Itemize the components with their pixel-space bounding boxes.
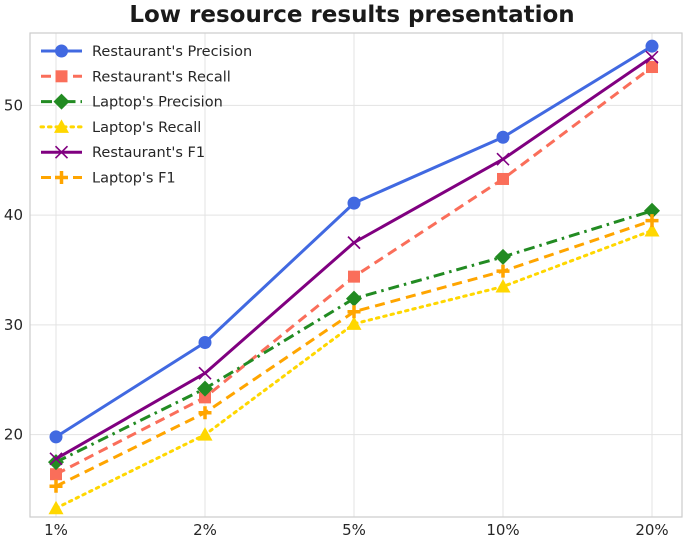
data-point [197, 380, 213, 397]
data-point [497, 172, 509, 185]
series-line [55, 209, 653, 464]
y-tick-label: 40 [4, 206, 23, 224]
data-point [198, 406, 212, 420]
legend-marker [55, 171, 68, 184]
legend-label: Laptop's F1 [92, 171, 176, 187]
series-3 [48, 223, 660, 515]
y-tick-label: 20 [4, 426, 23, 444]
x-tick-label: 20% [635, 521, 668, 539]
legend-label: Laptop's Recall [92, 120, 201, 136]
x-tick-label: 5% [342, 521, 366, 539]
legend-marker [55, 70, 68, 83]
data-point [198, 366, 212, 380]
y-tick-label: 50 [4, 96, 23, 114]
data-point [49, 452, 63, 466]
series-4 [49, 50, 659, 466]
legend-marker [53, 93, 70, 110]
y-axis-ticks: 20 30 40 50 [4, 96, 23, 443]
series-line [55, 219, 653, 488]
data-point [346, 290, 362, 307]
data-point [348, 270, 360, 283]
data-point [495, 248, 511, 265]
data-point [645, 50, 659, 64]
series-0 [49, 39, 659, 444]
grid-lines [30, 33, 682, 517]
data-point [347, 305, 361, 319]
data-point [496, 152, 510, 166]
legend-label: Restaurant's Precision [92, 44, 252, 60]
data-point [49, 479, 63, 493]
data-point [496, 130, 510, 144]
data-point [495, 279, 511, 293]
legend-entry: Restaurant's Recall [41, 69, 231, 85]
data-point [199, 391, 211, 404]
data-point [48, 500, 64, 515]
legend-marker [55, 44, 68, 58]
legend-marker [54, 145, 69, 159]
data-point [346, 316, 362, 330]
plot-frame [29, 32, 683, 518]
data-point [645, 39, 659, 53]
x-tick-label: 2% [193, 521, 217, 539]
legend-entry: Restaurant's Precision [41, 44, 252, 60]
legend: Restaurant's Precision Restaurant's Recal… [39, 44, 252, 187]
series-1 [50, 61, 658, 481]
data-point [644, 223, 660, 237]
legend-entry: Laptop's Precision [41, 93, 223, 111]
chart-title: Low resource results presentation [129, 2, 574, 28]
y-tick-label: 30 [4, 316, 23, 334]
data-point [49, 430, 63, 444]
x-tick-label: 10% [486, 521, 519, 539]
data-point [496, 264, 510, 278]
legend-marker [54, 119, 69, 133]
legend-entry: Laptop's Recall [39, 119, 201, 136]
legend-label: Laptop's Precision [92, 95, 223, 111]
data-point [646, 61, 658, 74]
data-point [347, 196, 361, 210]
legend-label: Restaurant's Recall [92, 69, 231, 85]
data-point [644, 202, 660, 219]
legend-label: Restaurant's F1 [92, 145, 205, 161]
series-layer [48, 39, 660, 515]
legend-entry: Laptop's F1 [41, 171, 176, 187]
data-point [347, 236, 361, 250]
data-point [645, 214, 659, 228]
data-point [198, 335, 212, 349]
series-5 [49, 214, 659, 493]
x-axis-ticks: 1% 2% 5% 10% 20% [44, 521, 669, 539]
x-tick-label: 1% [44, 521, 68, 539]
data-point [50, 468, 62, 481]
data-point [197, 427, 213, 441]
legend-entry: Restaurant's F1 [41, 145, 205, 161]
